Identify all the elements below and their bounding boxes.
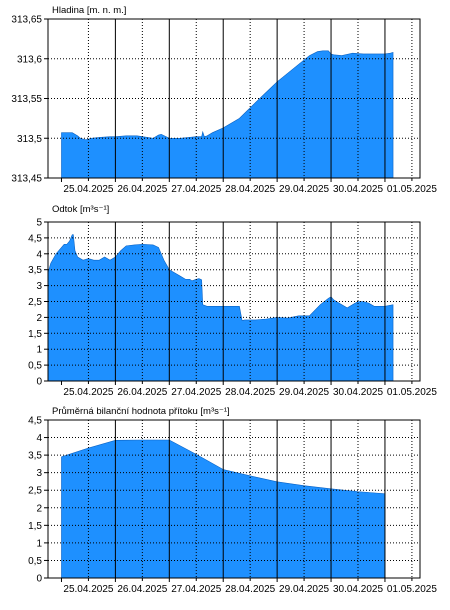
y-tick-label: 313,65 <box>11 15 42 26</box>
series-area-1-1 <box>61 50 394 179</box>
y-tick-label: 0,5 <box>28 556 42 567</box>
x-tick-label: 25.04.2025 <box>63 584 113 595</box>
y-tick-label: 4,5 <box>28 233 42 244</box>
y-tick-label: 3 <box>36 468 42 479</box>
y-tick-label: 5 <box>36 218 42 229</box>
x-tick-label: 01.05.2025 <box>387 184 437 195</box>
series-area-2-1 <box>47 234 394 382</box>
y-tick-label: 3,5 <box>28 451 42 462</box>
y-tick-label: 0 <box>36 574 42 585</box>
x-tick-label: 28.04.2025 <box>225 387 275 398</box>
chart-title: Průměrná bilanční hodnota přítoku [m³s⁻¹… <box>52 406 230 417</box>
y-tick-label: 0,5 <box>28 361 42 372</box>
x-tick-label: 25.04.2025 <box>63 387 113 398</box>
x-tick-label: 29.04.2025 <box>279 184 329 195</box>
y-tick-label: 1 <box>36 345 42 356</box>
y-tick-label: 1,5 <box>28 329 42 340</box>
y-tick-label: 3 <box>36 281 42 292</box>
x-tick-label: 25.04.2025 <box>63 184 113 195</box>
y-tick-label: 313,45 <box>11 174 42 185</box>
chart-title: Odtok [m³s⁻¹] <box>52 204 109 215</box>
y-tick-label: 3,5 <box>28 265 42 276</box>
x-tick-label: 26.04.2025 <box>117 184 167 195</box>
y-tick-label: 2,5 <box>28 297 42 308</box>
x-tick-label: 29.04.2025 <box>279 387 329 398</box>
x-tick-label: 30.04.2025 <box>333 387 383 398</box>
plot-frame <box>47 419 421 579</box>
x-tick-label: 28.04.2025 <box>225 584 275 595</box>
x-tick-label: 30.04.2025 <box>333 184 383 195</box>
y-tick-label: 1,5 <box>28 521 42 532</box>
x-tick-label: 29.04.2025 <box>279 584 329 595</box>
y-tick-label: 1 <box>36 538 42 549</box>
y-tick-label: 4,5 <box>28 416 42 427</box>
y-tick-label: 0 <box>36 377 42 388</box>
x-tick-label: 28.04.2025 <box>225 184 275 195</box>
x-tick-label: 01.05.2025 <box>387 584 437 595</box>
y-tick-label: 313,55 <box>11 94 42 105</box>
x-tick-label: 26.04.2025 <box>117 387 167 398</box>
x-tick-label: 01.05.2025 <box>387 387 437 398</box>
y-tick-label: 313,6 <box>17 54 42 65</box>
chart-title: Hladina [m. n. m.] <box>52 5 126 16</box>
chart-panel-3: 0 0,5 1 1,5 2 2,5 3 3,5 4 4,5 25.04.2025 26.04.2025… <box>28 406 437 595</box>
y-tick-label: 4 <box>36 433 42 444</box>
y-tick-label: 2 <box>36 503 42 514</box>
chart-panel-2: 0 0,5 1 1,5 2 2,5 3 3,5 4 4,5 5 25.04.2025 26.04.202… <box>28 204 437 398</box>
y-tick-label: 2,5 <box>28 486 42 497</box>
x-tick-label: 27.04.2025 <box>171 584 221 595</box>
y-tick-label: 313,5 <box>17 134 42 145</box>
x-tick-label: 30.04.2025 <box>333 584 383 595</box>
x-tick-label: 26.04.2025 <box>117 584 167 595</box>
y-tick-label: 2 <box>36 313 42 324</box>
chart-panel-1: 313,45 313,5 313,55 313,6 313,65 25.04.2025 26… <box>11 5 437 195</box>
x-tick-label: 27.04.2025 <box>171 184 221 195</box>
y-tick-label: 4 <box>36 249 42 260</box>
x-tick-label: 27.04.2025 <box>171 387 221 398</box>
